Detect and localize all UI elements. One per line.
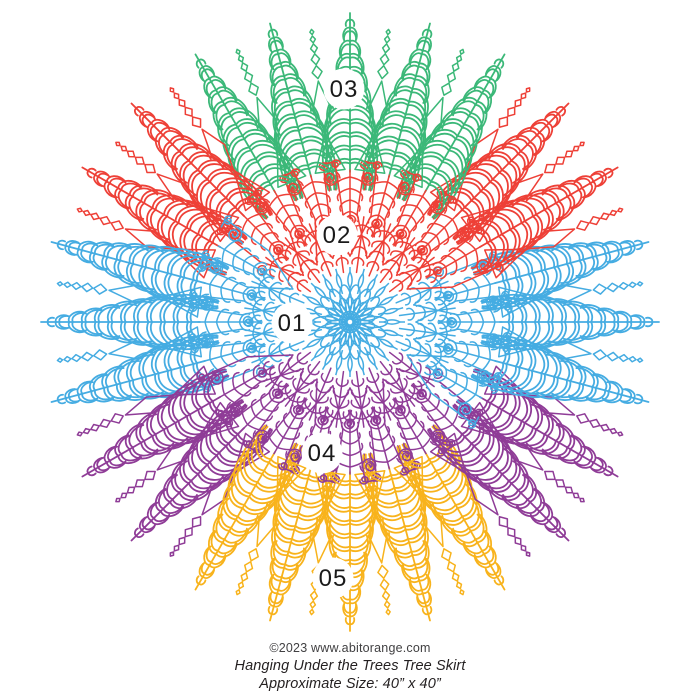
section-number: 05 (319, 565, 348, 592)
section-label-02: 02 (316, 214, 358, 256)
footer-caption: ©2023 www.abitorange.com Hanging Under t… (0, 641, 700, 693)
section-number: 01 (278, 310, 307, 337)
section-number: 02 (323, 222, 352, 249)
label-badge (271, 302, 313, 344)
copyright-text: ©2023 www.abitorange.com (269, 641, 431, 655)
pattern-size: Approximate Size: 40” x 40” (259, 675, 441, 692)
section-label-05: 05 (312, 557, 354, 599)
label-badge (312, 557, 354, 599)
section-label-01: 01 (271, 302, 313, 344)
center-flower (295, 267, 405, 377)
label-badge (323, 68, 365, 110)
label-badge (316, 214, 358, 256)
section-number: 03 (330, 76, 359, 103)
pattern-title: Hanging Under the Trees Tree Skirt (234, 657, 466, 674)
label-badge (301, 432, 343, 474)
section-label-04: 04 (301, 432, 343, 474)
section-label-03: 03 (323, 68, 365, 110)
section-number: 04 (308, 440, 337, 467)
